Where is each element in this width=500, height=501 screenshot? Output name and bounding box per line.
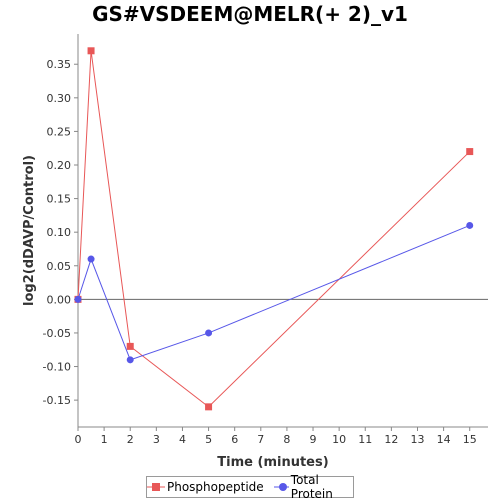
data-point-total-protein [87,255,95,263]
x-tick-label: 12 [384,433,398,446]
y-tick-label: 0.00 [47,293,72,306]
data-point-total-protein [466,221,474,229]
y-tick-label: 0.20 [47,159,72,172]
x-tick-label: 2 [127,433,134,446]
y-tick-label: 0.10 [47,226,72,239]
y-axis-label: log2(dDAVP/Control) [22,155,37,306]
x-tick-label: 10 [332,433,346,446]
plot-background [78,34,488,427]
y-tick-label: 0.15 [47,193,72,206]
y-tick-label: -0.05 [43,327,71,340]
x-tick-label: 15 [463,433,477,446]
chart-title: GS#VSDEEM@MELR(+ 2)_v1 [92,2,408,26]
data-point-phosphopeptide [205,403,213,411]
legend-circle-marker-icon [273,483,289,491]
x-tick-label: 6 [231,433,238,446]
legend-label-phosphopeptide: Phosphopeptide [167,480,264,494]
y-tick-label: 0.25 [47,125,72,138]
legend-item-total-protein: Total Protein [273,473,353,501]
y-tick-label: -0.15 [43,394,71,407]
data-point-phosphopeptide [87,47,95,55]
data-point-phosphopeptide [466,148,474,156]
legend: Phosphopeptide Total Protein [146,473,354,501]
data-point-total-protein [126,356,134,364]
y-tick-label: 0.35 [47,58,72,71]
y-tick-label: 0.30 [47,92,72,105]
legend-item-phosphopeptide: Phosphopeptide [147,480,264,494]
data-point-total-protein [74,295,82,303]
x-tick-label: 4 [179,433,186,446]
x-tick-label: 1 [101,433,108,446]
data-point-phosphopeptide [126,342,134,350]
x-tick-label: 8 [283,433,290,446]
y-tick-label: -0.10 [43,361,71,374]
x-tick-label: 13 [410,433,424,446]
x-tick-label: 3 [153,433,160,446]
x-tick-label: 11 [358,433,372,446]
data-point-total-protein [205,329,213,337]
legend-square-marker-icon [147,483,165,491]
x-axis-label: Time (minutes) [217,455,328,470]
x-tick-label: 14 [437,433,451,446]
legend-label-total-protein: Total Protein [290,473,333,501]
y-tick-label: 0.05 [47,260,72,273]
x-tick-label: 7 [257,433,264,446]
x-tick-label: 5 [205,433,212,446]
x-tick-label: 0 [75,433,82,446]
x-tick-label: 9 [310,433,317,446]
